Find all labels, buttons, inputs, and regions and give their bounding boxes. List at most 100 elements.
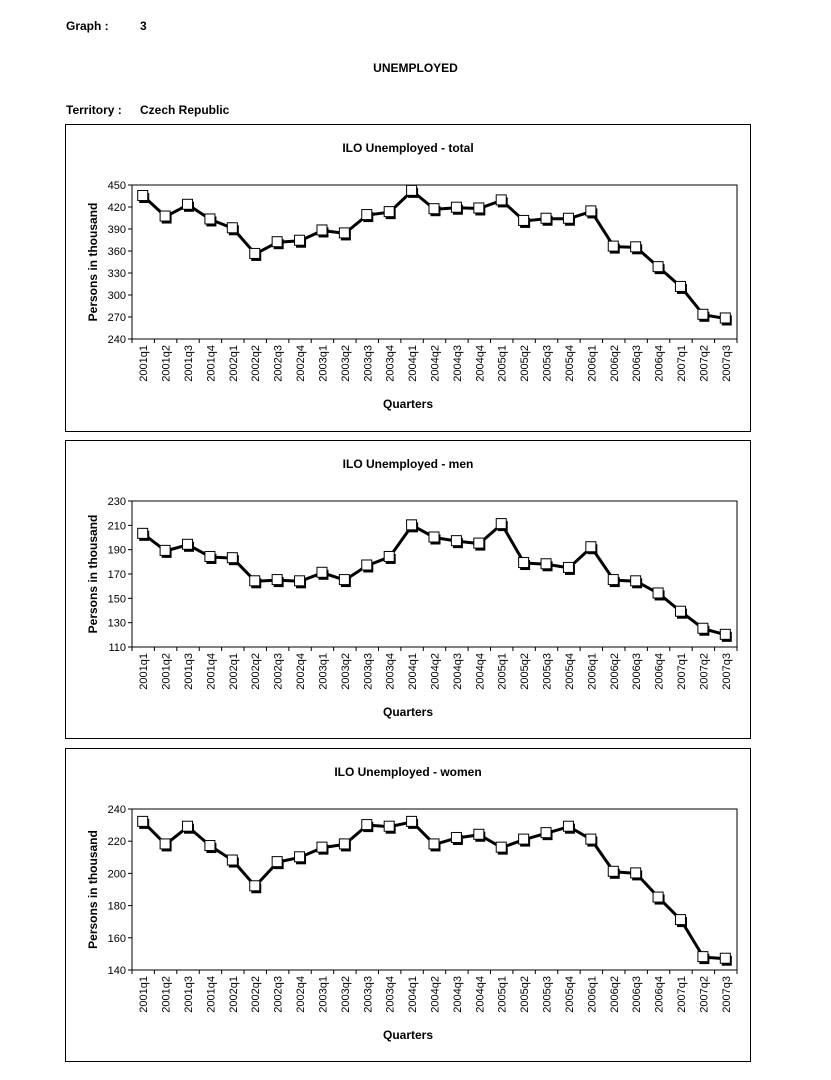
x-tick-label: 2006q3: [631, 653, 643, 690]
data-point: [674, 605, 686, 617]
y-tick-label: 240: [108, 334, 126, 346]
chart-women: ILO Unemployed - women 140 160 180 200 220 240…: [65, 748, 751, 1062]
x-tick-label: 2006q4: [654, 345, 666, 382]
data-point: [585, 205, 597, 217]
x-tick-label: 2001q2: [161, 345, 173, 382]
data-point: [204, 550, 216, 562]
data-point: [249, 575, 261, 587]
data-point: [495, 518, 507, 530]
y-tick-label: 140: [108, 965, 126, 977]
data-point: [674, 914, 686, 926]
data-point: [316, 841, 328, 853]
x-tick-label: 2004q2: [430, 345, 442, 382]
x-tick-label: 2005q4: [564, 653, 576, 690]
data-point: [428, 203, 440, 215]
data-point: [137, 190, 149, 201]
data-point: [607, 574, 619, 586]
x-tick-label: 2005q1: [497, 653, 509, 690]
y-tick-label: 450: [108, 180, 126, 192]
data-point: [361, 559, 373, 571]
data-point: [607, 865, 619, 877]
data-point: [652, 261, 664, 273]
data-point: [518, 214, 530, 226]
x-tick-label: 2003q1: [317, 653, 329, 690]
x-tick-label: 2003q2: [340, 345, 352, 382]
data-point: [674, 280, 686, 292]
y-tick-label: 170: [108, 569, 126, 581]
y-tick-label: 300: [108, 290, 126, 302]
x-tick-label: 2003q4: [385, 345, 397, 382]
data-point: [697, 622, 709, 634]
x-tick-label: 2006q4: [654, 976, 666, 1013]
y-tick-label: 360: [108, 246, 126, 258]
plot-area: [131, 808, 738, 971]
y-tick-label: 210: [108, 520, 126, 532]
data-point: [137, 527, 149, 539]
data-point: [137, 815, 149, 827]
data-point: [159, 838, 171, 850]
y-tick-label: 190: [108, 545, 126, 557]
x-tick-label: 2005q1: [497, 976, 509, 1013]
x-tick-label: 2001q4: [205, 653, 217, 690]
y-tick-label: 160: [108, 933, 126, 945]
data-point: [540, 827, 552, 839]
data-point: [495, 841, 507, 853]
x-tick-label: 2004q1: [407, 976, 419, 1013]
x-tick-label: 2007q1: [676, 976, 688, 1013]
data-point: [719, 952, 731, 964]
x-tick-label: 2003q3: [362, 976, 374, 1013]
plot-area: [131, 500, 738, 648]
data-point: [182, 538, 194, 550]
data-point: [383, 550, 395, 562]
x-tick-label: 2004q4: [474, 345, 486, 382]
x-tick-label: 2005q2: [519, 976, 531, 1013]
data-point: [271, 236, 283, 248]
data-point: [204, 213, 216, 225]
data-point: [182, 820, 194, 832]
x-tick-label: 2007q3: [721, 345, 733, 382]
data-point: [159, 210, 171, 222]
x-tick-label: 2003q1: [317, 345, 329, 382]
data-point: [719, 628, 731, 640]
data-point: [585, 833, 597, 845]
territory-label: Territory :: [66, 103, 122, 117]
x-tick-label: 2007q1: [676, 653, 688, 690]
x-tick-label: 2007q2: [698, 653, 710, 690]
y-tick-label: 220: [108, 836, 126, 848]
x-tick-label: 2002q1: [228, 976, 240, 1013]
data-point: [249, 880, 261, 892]
x-tick-label: 2006q1: [586, 653, 598, 690]
x-tick-label: 2002q4: [295, 345, 307, 382]
data-point: [473, 828, 485, 840]
x-tick-label: 2006q2: [609, 976, 621, 1013]
x-tick-label: 2001q2: [161, 653, 173, 690]
data-point: [428, 838, 440, 850]
x-tick-label: 2003q2: [340, 976, 352, 1013]
data-point: [473, 202, 485, 214]
data-point: [383, 206, 395, 218]
y-tick-label: 180: [108, 901, 126, 913]
y-axis-label: Persons in thousand: [86, 830, 100, 949]
x-tick-label: 2003q2: [340, 653, 352, 690]
x-tick-label: 2004q3: [452, 345, 464, 382]
y-tick-label: 230: [108, 496, 126, 508]
x-tick-label: 2003q3: [362, 345, 374, 382]
data-point: [338, 838, 350, 850]
x-tick-label: 2005q3: [542, 653, 554, 690]
data-point: [652, 891, 664, 903]
data-point: [562, 561, 574, 573]
x-tick-label: 2001q3: [183, 345, 195, 382]
data-point: [361, 819, 373, 831]
chart-total: ILO Unemployed - total 240 270 300 330 360 390…: [65, 124, 751, 432]
data-point: [630, 241, 642, 253]
data-point: [540, 212, 552, 224]
x-tick-label: 2002q2: [250, 345, 262, 382]
data-point: [204, 840, 216, 852]
chart-men: ILO Unemployed - men 110 130 150 170 190 210 23…: [65, 440, 751, 739]
data-point: [182, 198, 194, 210]
x-tick-label: 2006q1: [586, 976, 598, 1013]
data-point: [271, 574, 283, 586]
x-tick-label: 2006q1: [586, 345, 598, 382]
data-point: [383, 820, 395, 832]
y-tick-label: 200: [108, 868, 126, 880]
